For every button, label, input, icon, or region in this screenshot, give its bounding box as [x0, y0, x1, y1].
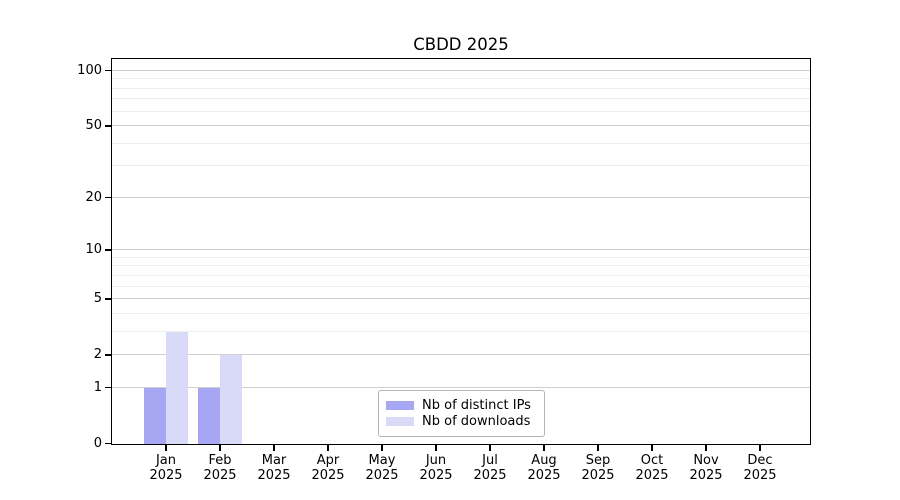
major-gridline: [112, 125, 810, 127]
x-tick-label: Jul 2025: [473, 452, 507, 483]
x-tick-label: Nov 2025: [689, 452, 723, 483]
minor-gridline: [112, 265, 810, 267]
x-tick-label: Oct 2025: [635, 452, 669, 483]
minor-gridline: [112, 330, 810, 332]
y-tick-label: 100: [77, 62, 102, 78]
legend-item: Nb of downloads: [379, 414, 544, 430]
minor-gridline: [112, 142, 810, 144]
x-tick: [543, 444, 545, 451]
y-tick: [104, 249, 112, 251]
y-tick-label: 10: [85, 241, 102, 257]
x-tick-label: Jun 2025: [419, 452, 453, 483]
major-gridline: [112, 69, 810, 71]
minor-gridline: [112, 78, 810, 80]
x-tick-label: Feb 2025: [203, 452, 237, 483]
chart-title: CBDD 2025: [413, 35, 509, 54]
y-tick: [104, 354, 112, 356]
legend-swatch-distinct-ips: [386, 400, 414, 411]
x-tick: [219, 444, 221, 451]
x-tick-label: Apr 2025: [311, 452, 345, 483]
minor-gridline: [112, 98, 810, 100]
y-tick: [104, 298, 112, 300]
y-tick: [104, 196, 112, 199]
y-tick-label: 1: [93, 379, 102, 395]
major-gridline: [112, 353, 810, 355]
x-tick: [705, 444, 707, 451]
major-gridline: [112, 297, 810, 299]
x-tick: [273, 444, 275, 451]
y-tick-label: 2: [93, 346, 102, 362]
y-tick: [104, 386, 112, 389]
minor-gridline: [112, 285, 810, 287]
x-tick: [327, 444, 329, 451]
minor-gridline: [112, 312, 810, 314]
x-tick-label: Jan 2025: [149, 452, 183, 483]
bar-downloads-feb: [219, 355, 242, 444]
x-tick: [489, 444, 491, 451]
x-tick: [651, 444, 653, 451]
legend-swatch-downloads: [386, 416, 414, 427]
x-tick-label: Mar 2025: [257, 452, 291, 483]
minor-gridline: [112, 274, 810, 276]
x-tick: [381, 444, 383, 451]
y-tick-label: 50: [85, 117, 102, 133]
minor-gridline: [112, 256, 810, 258]
major-gridline: [112, 196, 810, 198]
legend: Nb of distinct IPs Nb of downloads: [378, 390, 545, 437]
minor-gridline: [112, 87, 810, 89]
x-tick: [435, 444, 437, 451]
x-tick: [597, 444, 599, 451]
x-tick-label: Dec 2025: [743, 452, 777, 483]
x-tick-label: Sep 2025: [581, 452, 615, 483]
bar-distinct-ips-feb: [197, 388, 220, 444]
legend-item: Nb of distinct IPs: [379, 398, 544, 414]
y-tick-label: 20: [85, 189, 102, 205]
minor-gridline: [112, 110, 810, 112]
y-tick: [104, 442, 112, 445]
y-tick-label: 0: [93, 435, 102, 451]
x-tick-label: May 2025: [365, 452, 399, 483]
minor-gridline: [112, 165, 810, 167]
major-gridline: [112, 386, 810, 388]
y-tick-label: 5: [93, 290, 102, 306]
y-tick: [104, 125, 112, 127]
bar-distinct-ips-jan: [143, 388, 166, 444]
y-tick: [104, 70, 112, 72]
plot-area: [111, 58, 811, 445]
legend-label: Nb of distinct IPs: [422, 397, 531, 413]
bar-downloads-jan: [165, 332, 188, 444]
major-gridline: [112, 249, 810, 250]
x-tick: [759, 444, 761, 451]
x-tick: [165, 444, 167, 451]
x-tick-label: Aug 2025: [527, 452, 561, 483]
legend-label: Nb of downloads: [422, 413, 531, 429]
